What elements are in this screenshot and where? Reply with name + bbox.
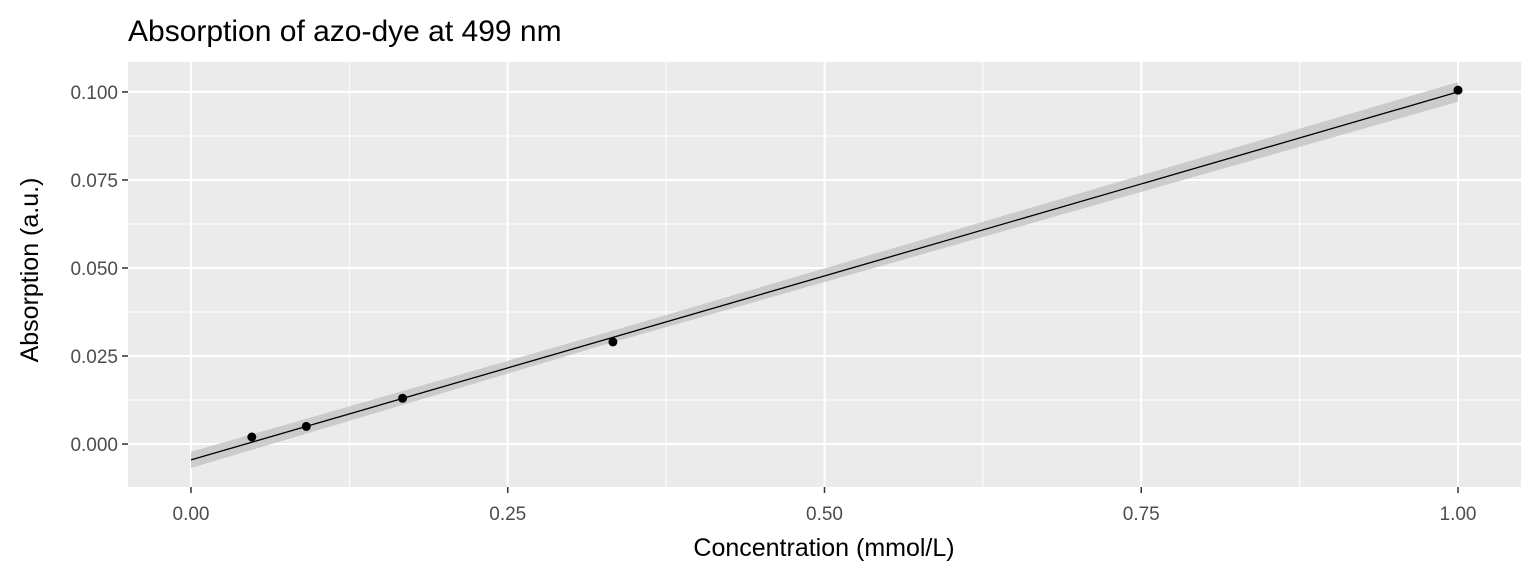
x-tick-label: 0.50	[806, 504, 843, 525]
x-tick-label: 0.75	[1123, 504, 1160, 525]
data-point	[608, 337, 618, 347]
x-tick-labels: 0.00 0.25 0.50 0.75 1.00	[173, 504, 1477, 525]
axis-ticks	[122, 91, 1459, 493]
x-tick-label: 0.00	[173, 504, 210, 525]
y-tick-label: 0.075	[70, 171, 118, 192]
chart-title: Absorption of azo-dye at 499 nm	[128, 15, 562, 48]
data-point	[1453, 85, 1463, 95]
confidence-band	[191, 82, 1458, 468]
y-tick-label: 0.025	[70, 347, 118, 368]
x-tick-label: 1.00	[1440, 504, 1477, 525]
x-axis-title: Concentration (mmol/L)	[693, 534, 954, 562]
y-tick-label: 0.050	[70, 259, 118, 280]
x-tick-label: 0.25	[489, 504, 526, 525]
y-axis-title: Absorption (a.u.)	[16, 178, 44, 363]
data-point	[247, 432, 257, 442]
data-point	[398, 393, 408, 403]
data-point	[301, 421, 311, 431]
data-points	[247, 85, 1463, 442]
y-tick-labels: 0.000 0.025 0.050 0.075 0.100	[70, 83, 118, 456]
y-tick-label: 0.100	[70, 83, 118, 104]
y-tick-label: 0.000	[70, 435, 118, 456]
